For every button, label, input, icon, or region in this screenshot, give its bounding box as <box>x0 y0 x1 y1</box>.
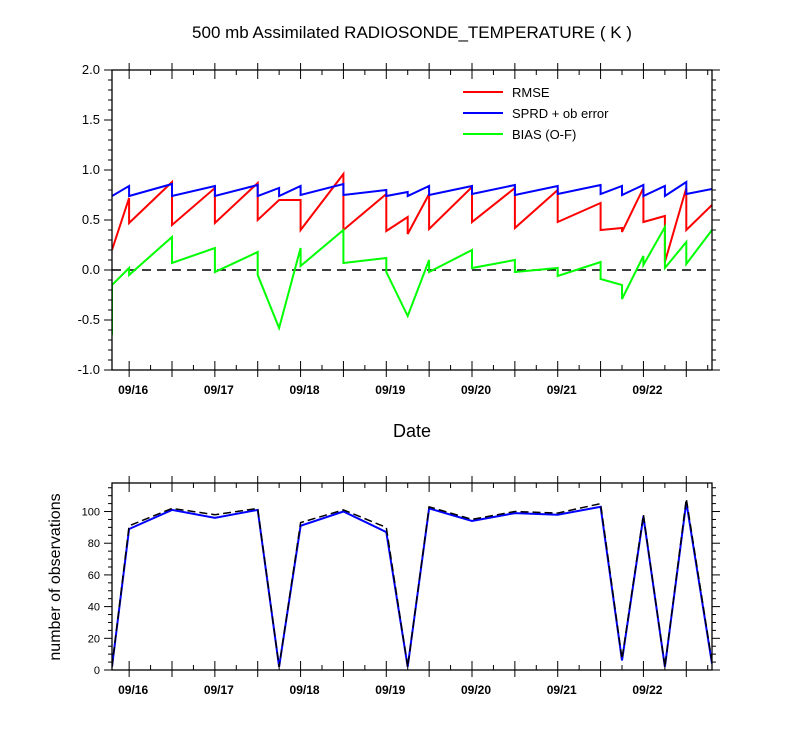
y-tick-label: 1.5 <box>82 112 100 127</box>
y-tick-label: 1.0 <box>82 162 100 177</box>
series-line-bias-o-f- <box>112 223 712 335</box>
y-tick-label: 0.0 <box>82 262 100 277</box>
y-tick-label: 60 <box>88 570 100 582</box>
x-tick-label: 09/18 <box>290 383 320 397</box>
x-tick-label: 09/22 <box>632 383 662 397</box>
series-line-observations-used <box>112 501 712 667</box>
x-tick-label: 09/18 <box>290 683 320 697</box>
y-tick-label: -0.5 <box>78 312 100 327</box>
bottom-panel-observations: 0 20 40 60 80 100 09/16 09/17 09/18 09/19 09/20 09/… <box>82 476 720 697</box>
x-tick-label: 09/22 <box>632 683 662 697</box>
x-tick-label: 09/17 <box>204 383 234 397</box>
x-tick-label: 09/19 <box>375 383 405 397</box>
y-tick-label: 0 <box>94 665 100 677</box>
y-tick-label: 0.5 <box>82 212 100 227</box>
series-line-observations-possible <box>112 498 712 667</box>
y-tick-label: 100 <box>82 507 100 519</box>
x-tick-label: 09/16 <box>118 383 148 397</box>
plot-frame <box>111 482 713 671</box>
x-tick-label: 09/20 <box>461 683 491 697</box>
legend-entry: BIAS (O-F) <box>512 127 576 142</box>
y-tick-label: 20 <box>88 633 100 645</box>
x-tick-label: 09/20 <box>461 383 491 397</box>
series-line-sprd-ob-error <box>112 180 712 198</box>
legend-entry: SPRD + ob error <box>512 106 609 121</box>
x-tick-label: 09/16 <box>118 683 148 697</box>
top-panel-bias-rmse: -1.0 -0.5 0.0 0.5 1.0 1.5 2.0 09/16 09/17 09/18 09… <box>78 62 720 397</box>
plot-frame <box>111 69 713 371</box>
x-tick-label: 09/21 <box>547 683 577 697</box>
x-tick-label: 09/21 <box>547 383 577 397</box>
x-tick-label: 09/17 <box>204 683 234 697</box>
y-axis-label-observations: number of observations <box>47 493 64 660</box>
y-tick-label: -1.0 <box>78 362 100 377</box>
x-axis-label: Date <box>393 421 431 441</box>
y-tick-label: 40 <box>88 602 100 614</box>
y-tick-label: 2.0 <box>82 62 100 77</box>
x-tick-label: 09/19 <box>375 683 405 697</box>
chart-title: 500 mb Assimilated RADIOSONDE_TEMPERATUR… <box>192 23 632 42</box>
y-tick-label: 80 <box>88 538 100 550</box>
legend-entry: RMSE <box>512 85 550 100</box>
